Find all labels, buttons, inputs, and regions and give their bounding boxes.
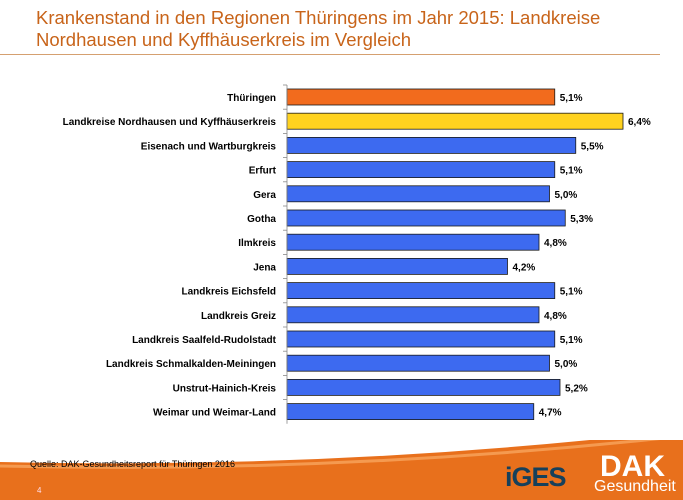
bar	[286, 185, 550, 203]
category-label: Landkreis Eichsfeld	[182, 287, 276, 298]
bar	[286, 209, 566, 227]
category-label: Gera	[253, 190, 276, 201]
data-label: 6,4%	[628, 117, 651, 128]
bar	[286, 378, 561, 396]
page-title: Krankenstand in den Regionen Thüringens …	[36, 7, 601, 50]
category-label: Erfurt	[249, 166, 277, 177]
data-label: 5,2%	[565, 383, 588, 394]
category-label: Unstrut-Hainich-Kreis	[173, 383, 277, 394]
data-label: 5,1%	[560, 335, 583, 346]
title-divider	[0, 54, 660, 55]
data-label: 4,8%	[544, 238, 567, 249]
bar	[286, 257, 508, 275]
category-label: Landkreise Nordhausen und Kyffhäuserkrei…	[63, 117, 277, 128]
dak-logo-subtitle: Gesundheit	[594, 478, 676, 495]
category-label: Landkreis Saalfeld-Rudolstadt	[132, 335, 277, 346]
data-label: 4,7%	[539, 408, 562, 419]
category-label: Landkreis Greiz	[201, 311, 276, 322]
data-label: 5,1%	[560, 287, 583, 298]
data-label: 5,0%	[555, 359, 578, 370]
bar	[286, 161, 556, 178]
category-label: Gotha	[247, 214, 276, 225]
bar	[286, 88, 556, 106]
bar	[286, 282, 556, 300]
bar	[286, 330, 556, 348]
bar	[286, 137, 577, 154]
data-label: 5,5%	[581, 141, 604, 152]
bar	[286, 354, 550, 372]
bar	[286, 306, 540, 324]
category-label: Ilmkreis	[238, 238, 276, 249]
category-label: Eisenach und Wartburgkreis	[141, 141, 277, 152]
page-number: 4	[37, 486, 42, 495]
source-note: Quelle: DAK-Gesundheitsreport für Thürin…	[30, 459, 235, 469]
dak-logo: DAK	[600, 450, 665, 483]
data-label: 5,3%	[570, 214, 593, 225]
data-label: 5,1%	[560, 166, 583, 177]
category-label: Landkreis Schmalkalden-Meiningen	[106, 359, 276, 370]
data-label: 5,0%	[555, 190, 578, 201]
bar	[286, 233, 540, 251]
data-label: 4,2%	[513, 262, 536, 273]
footer-background	[0, 440, 683, 500]
data-label: 4,8%	[544, 311, 567, 322]
iges-logo: iGES	[505, 462, 567, 492]
category-label: Thüringen	[227, 93, 276, 104]
category-label: Weimar und Weimar-Land	[153, 408, 276, 419]
bar	[286, 112, 624, 130]
bar-chart: Thüringen 5,1% Landkreise Nordhausen und K…	[63, 84, 651, 424]
category-label: Jena	[253, 262, 276, 273]
data-label: 5,1%	[560, 93, 583, 104]
bar	[286, 403, 535, 421]
